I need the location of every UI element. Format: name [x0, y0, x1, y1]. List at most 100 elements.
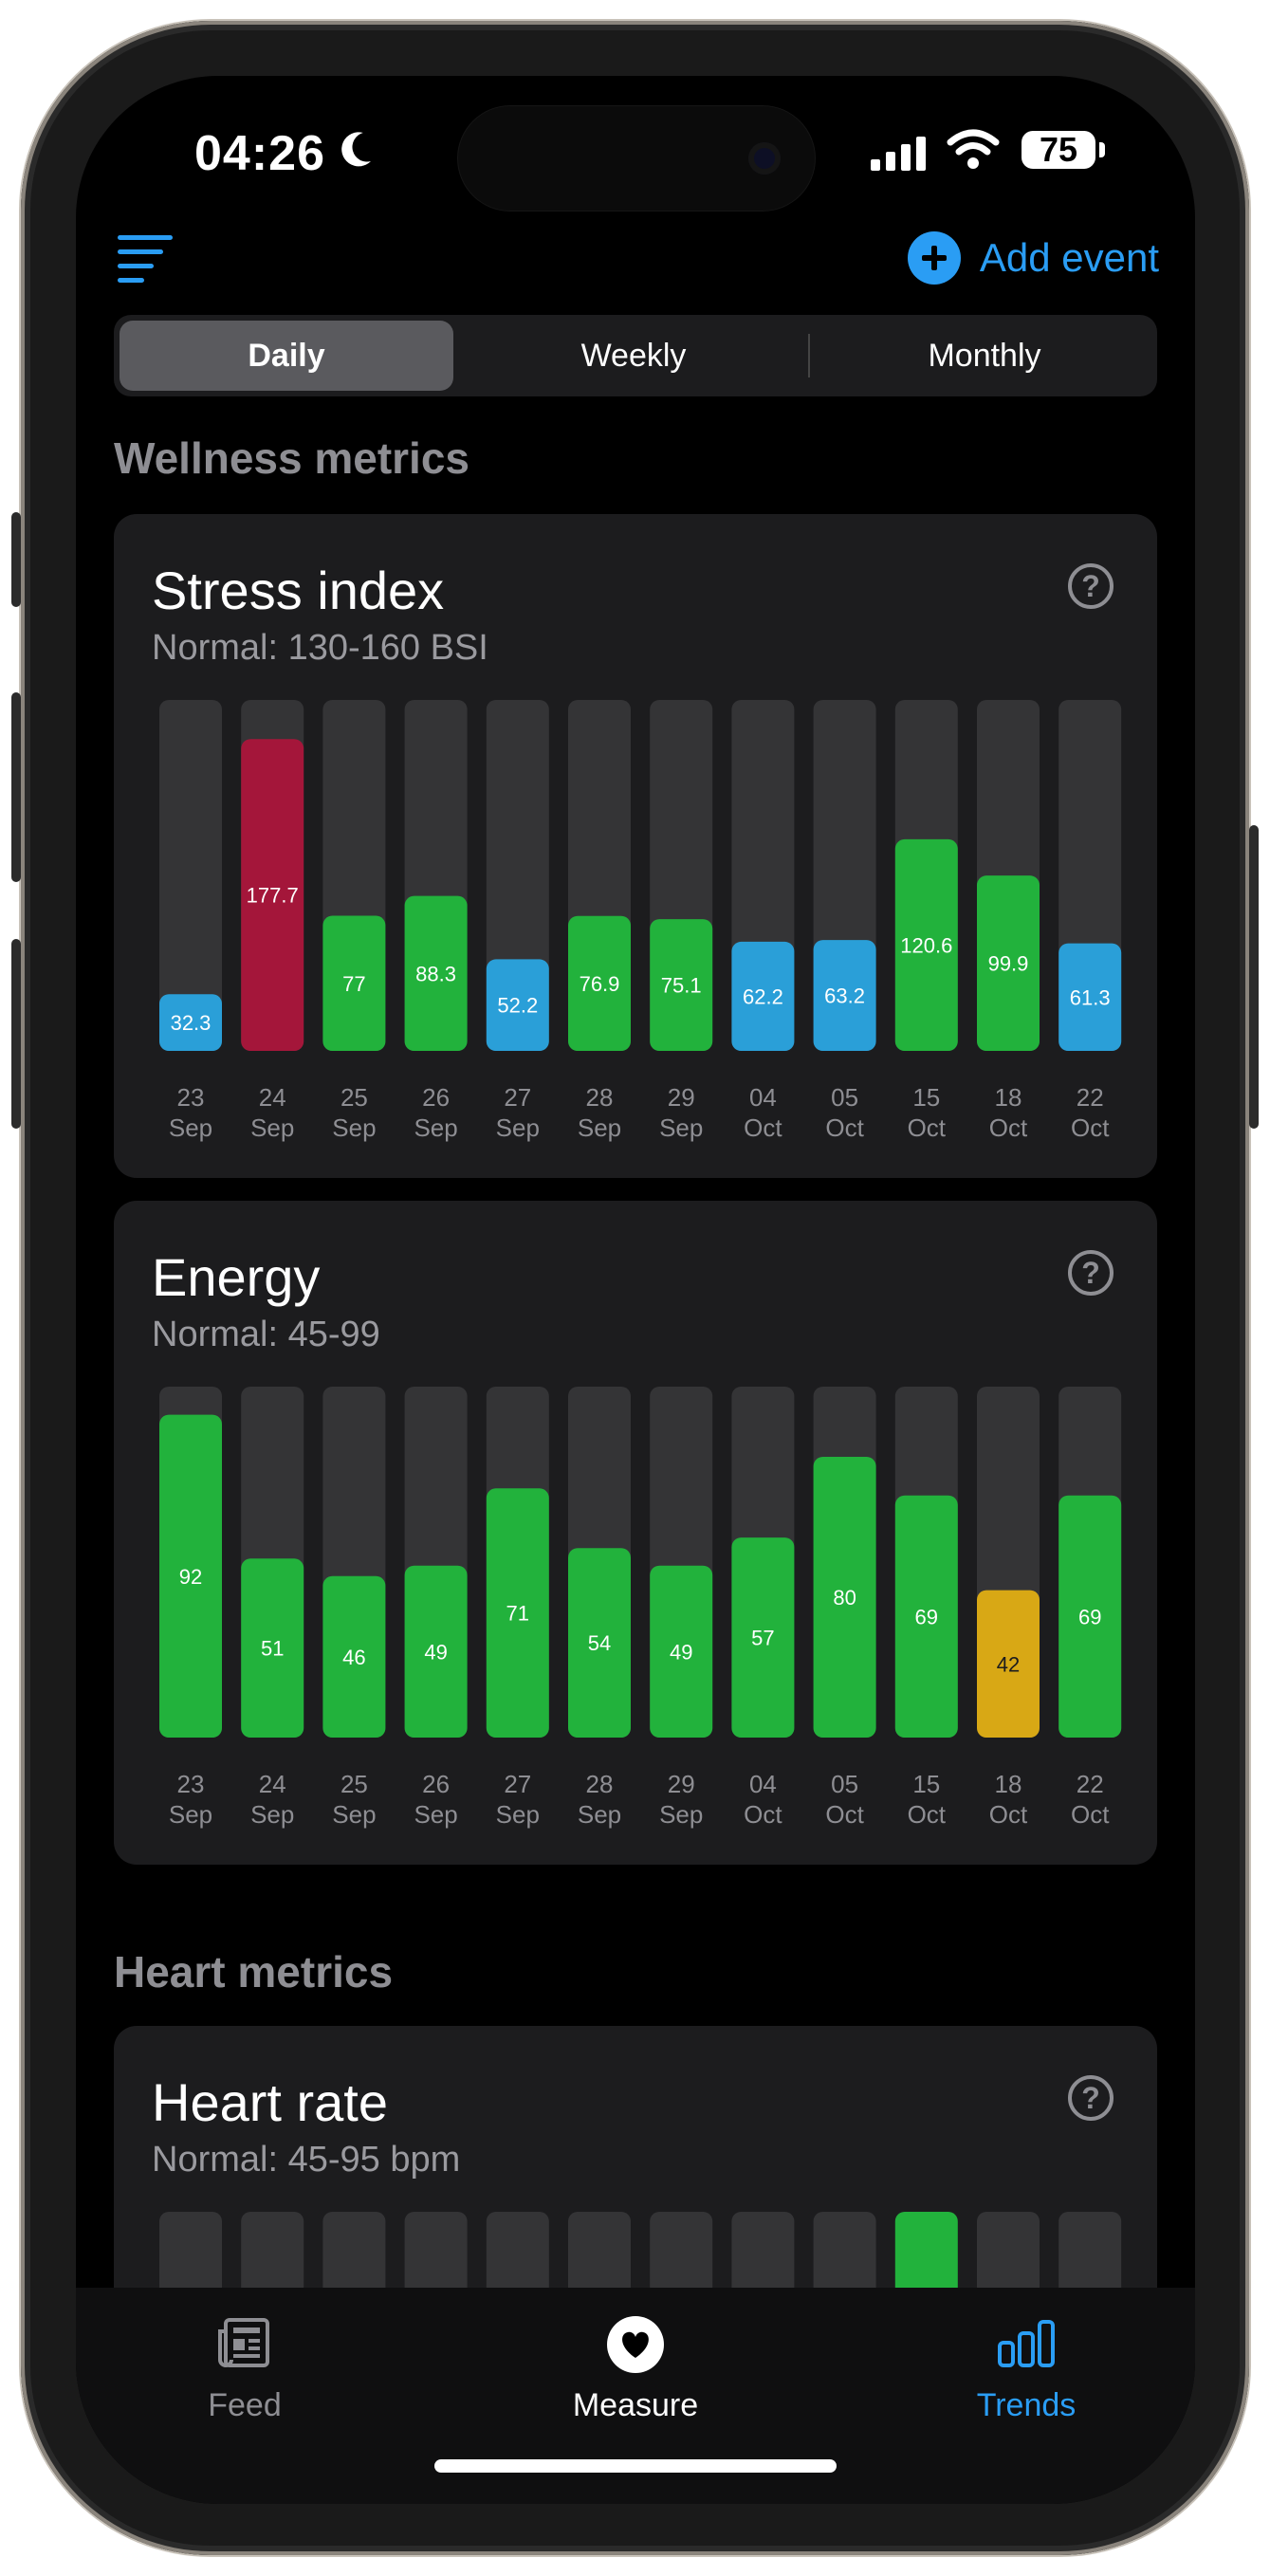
battery-indicator: 75: [1022, 131, 1095, 169]
bar[interactable]: [404, 895, 468, 1051]
bar[interactable]: [1058, 1495, 1122, 1738]
tab-trends[interactable]: Trends: [912, 2316, 1140, 2424]
bar[interactable]: [813, 1457, 876, 1738]
bar[interactable]: [404, 1565, 468, 1738]
x-tick-month: Sep: [250, 1113, 294, 1142]
bar[interactable]: [486, 1488, 549, 1738]
add-event-label: Add event: [979, 235, 1159, 280]
bar[interactable]: [977, 1590, 1040, 1738]
x-tick-day: 15: [912, 1770, 940, 1798]
bar[interactable]: [894, 1495, 958, 1738]
bar[interactable]: [731, 941, 795, 1051]
bar-value-label: 51: [261, 1637, 284, 1661]
heart-icon: [607, 2316, 664, 2373]
energy-card[interactable]: Energy Normal: 45-99 ? 92 23 Sep 51 24 Sep 46 2…: [114, 1201, 1157, 1865]
x-tick-month: Oct: [908, 1113, 947, 1142]
bar-value-label: 62.2: [743, 984, 783, 1008]
x-tick-month: Sep: [578, 1800, 621, 1829]
tab-measure[interactable]: Measure: [522, 2316, 749, 2424]
moon-icon: [341, 132, 371, 167]
x-tick-month: Sep: [332, 1800, 376, 1829]
tab-monthly[interactable]: Monthly: [928, 338, 1041, 374]
tab-feed-label: Feed: [208, 2387, 282, 2423]
bar[interactable]: [322, 915, 386, 1051]
menu-icon[interactable]: [118, 235, 175, 285]
bar[interactable]: [486, 959, 549, 1051]
bar-chart-icon: [998, 2320, 1055, 2367]
x-tick-month: Oct: [1071, 1800, 1110, 1829]
x-tick-month: Oct: [744, 1113, 782, 1142]
x-tick-day: 04: [749, 1083, 777, 1112]
bar[interactable]: [241, 1558, 304, 1738]
section-title-wellness: Wellness metrics: [114, 433, 470, 483]
bar-value-label: 32.3: [171, 1011, 212, 1035]
help-icon[interactable]: ?: [1068, 563, 1114, 609]
wifi-icon: [947, 129, 1000, 169]
camera-lens: [748, 142, 781, 175]
bar-value-label: 42: [997, 1652, 1020, 1676]
help-icon[interactable]: ?: [1068, 1250, 1114, 1296]
bar-value-label: 49: [670, 1640, 692, 1664]
volume-up-button: [11, 692, 21, 882]
x-tick-month: Sep: [496, 1800, 540, 1829]
bar-track: [159, 700, 222, 1051]
tab-feed[interactable]: Feed: [131, 2316, 359, 2424]
x-tick-day: 05: [831, 1083, 858, 1112]
bar[interactable]: [894, 838, 958, 1051]
x-tick-day: 28: [586, 1770, 614, 1798]
bar[interactable]: [322, 1575, 386, 1738]
bar-value-label: 76.9: [580, 972, 620, 996]
x-tick-month: Oct: [989, 1113, 1028, 1142]
x-tick-day: 15: [912, 1083, 940, 1112]
card-normal-range: Normal: 45-99: [152, 1315, 380, 1354]
energy-chart: 92 23 Sep 51 24 Sep 46 25 Sep 49 26 Sep 71 27 Sep 54 28 S…: [159, 1387, 1127, 1842]
power-button: [1249, 825, 1259, 1129]
bar[interactable]: [977, 875, 1040, 1051]
bar[interactable]: [650, 1565, 713, 1738]
bar-value-label: 177.7: [247, 884, 299, 908]
x-tick-month: Sep: [332, 1113, 376, 1142]
bar[interactable]: [159, 1414, 222, 1738]
x-tick-day: 28: [586, 1083, 614, 1112]
x-tick-month: Oct: [989, 1800, 1028, 1829]
bar[interactable]: [813, 940, 876, 1051]
x-tick-month: Sep: [250, 1800, 294, 1829]
x-tick-day: 23: [177, 1770, 205, 1798]
bar-value-label: 61.3: [1070, 985, 1111, 1009]
stress-index-card[interactable]: Stress index Normal: 130-160 BSI ? 32.3 2…: [114, 514, 1157, 1178]
bar[interactable]: [159, 994, 222, 1051]
x-tick-month: Sep: [414, 1800, 457, 1829]
bar-value-label: 63.2: [824, 984, 865, 1008]
home-indicator: [434, 2459, 837, 2473]
bar-value-label: 75.1: [661, 974, 702, 998]
section-title-heart: Heart metrics: [114, 1947, 394, 1996]
plus-icon: [907, 231, 961, 285]
bar-value-label: 71: [506, 1602, 529, 1626]
x-tick-day: 26: [422, 1770, 450, 1798]
tab-daily[interactable]: Daily: [120, 321, 453, 391]
bar[interactable]: [1058, 943, 1122, 1051]
x-tick-day: 23: [177, 1083, 205, 1112]
bar[interactable]: [241, 739, 304, 1051]
tab-weekly[interactable]: Weekly: [580, 338, 687, 374]
x-tick-month: Oct: [825, 1800, 864, 1829]
bar-value-label: 57: [751, 1627, 774, 1650]
x-tick-month: Oct: [908, 1800, 947, 1829]
x-tick-month: Sep: [169, 1800, 212, 1829]
x-tick-day: 18: [995, 1770, 1022, 1798]
card-normal-range: Normal: 45-95 bpm: [152, 2140, 461, 2180]
bar[interactable]: [568, 1548, 631, 1738]
x-tick-day: 27: [504, 1770, 531, 1798]
dynamic-island: [458, 106, 815, 211]
card-title: Heart rate: [152, 2072, 388, 2132]
bar[interactable]: [568, 915, 631, 1051]
help-icon[interactable]: ?: [1068, 2075, 1114, 2121]
x-tick-day: 24: [259, 1083, 286, 1112]
add-event-button[interactable]: Add event: [907, 230, 1159, 286]
bar[interactable]: [731, 1537, 795, 1738]
x-tick-day: 25: [341, 1083, 368, 1112]
bar-value-label: 77: [342, 972, 365, 996]
bar[interactable]: [650, 919, 713, 1051]
tab-measure-label: Measure: [572, 2387, 699, 2423]
stress-index-chart: 32.3 23 Sep 177.7 24 Sep 77 25 Sep 88.3 26 Sep 52.2 2…: [159, 700, 1127, 1155]
